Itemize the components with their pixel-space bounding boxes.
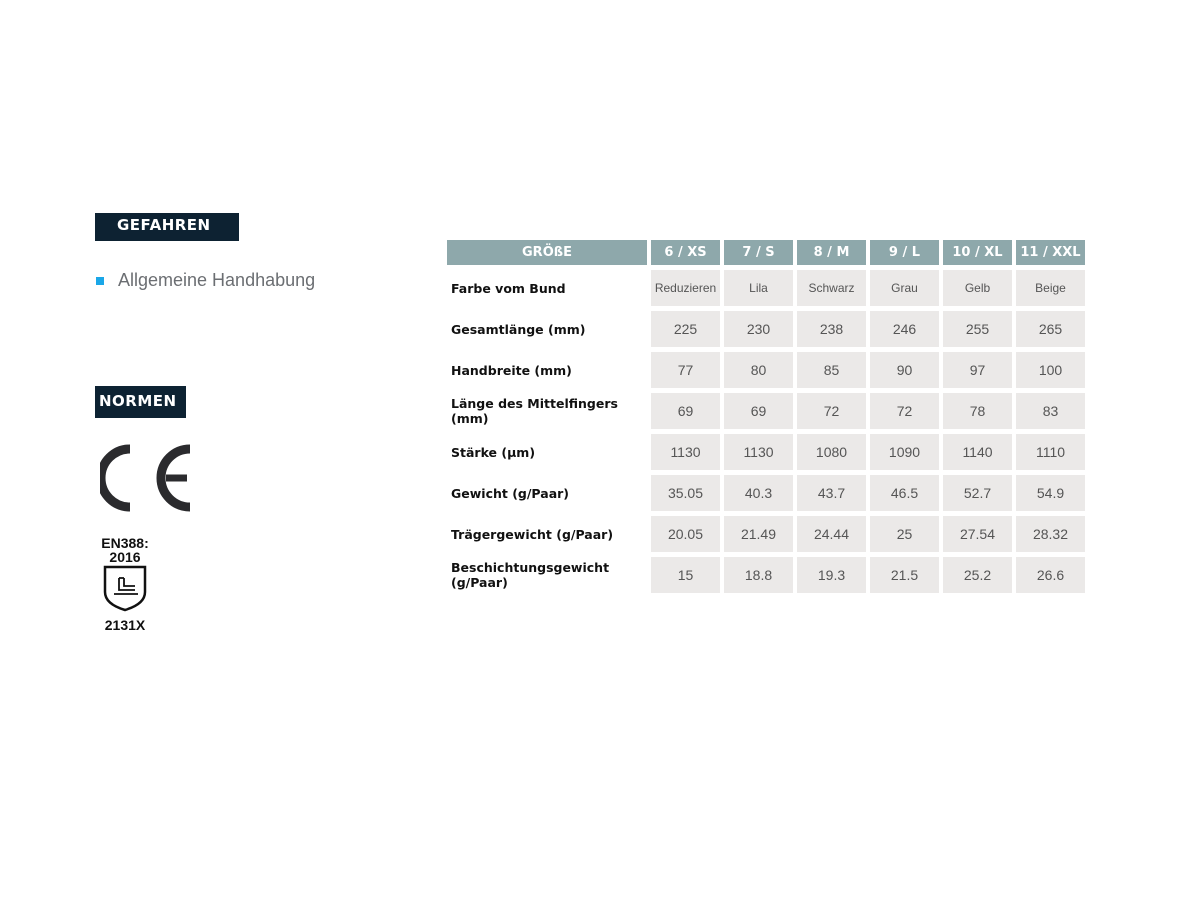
table-cell: 72 [797,393,866,429]
table-cell: 77 [651,352,720,388]
table-cell: 83 [1016,393,1085,429]
table-cell: Schwarz [797,270,866,306]
hazards-title: GEFAHREN [95,213,239,241]
row-label: Handbreite (mm) [447,352,647,388]
size-header-label: GRÖßE [447,240,647,265]
row-label: Stärke (µm) [447,434,647,470]
en388-label: EN388: [101,535,149,551]
en388-code: 2131X [104,617,146,633]
table-cell: 18.8 [724,557,793,593]
size-header: 11 / XXL [1016,240,1085,265]
bullet-icon [96,277,104,285]
standards-title: NORMEN [95,386,186,418]
table-cell: 1110 [1016,434,1085,470]
table-cell: 1090 [870,434,939,470]
table-row: Handbreite (mm) 77 80 85 90 97 100 [447,352,1085,388]
table-cell: 85 [797,352,866,388]
table-cell: 100 [1016,352,1085,388]
table-cell: Grau [870,270,939,306]
row-label: Beschichtungsgewicht (g/Paar) [447,557,647,593]
table-cell: 72 [870,393,939,429]
table-cell: Reduzieren [651,270,720,306]
hazard-item: Allgemeine Handhabung [118,270,316,290]
table-cell: 28.32 [1016,516,1085,552]
table-cell: 80 [724,352,793,388]
row-label: Trägergewicht (g/Paar) [447,516,647,552]
table-cell: 25 [870,516,939,552]
table-cell: 15 [651,557,720,593]
table-cell: 25.2 [943,557,1012,593]
size-header: 9 / L [870,240,939,265]
table-cell: 26.6 [1016,557,1085,593]
table-row: Beschichtungsgewicht (g/Paar) 15 18.8 19.3 2… [447,557,1085,593]
table-cell: Lila [724,270,793,306]
table-cell: 43.7 [797,475,866,511]
table-row: Gewicht (g/Paar) 35.05 40.3 43.7 46.5 52.7 54.… [447,475,1085,511]
row-label: Farbe vom Bund [447,270,647,306]
size-header: 8 / M [797,240,866,265]
table-cell: 27.54 [943,516,1012,552]
table-cell: 1140 [943,434,1012,470]
table-cell: 225 [651,311,720,347]
table-cell: Beige [1016,270,1085,306]
table-cell: 246 [870,311,939,347]
table-cell: 1080 [797,434,866,470]
table-cell: 1130 [651,434,720,470]
en388-year: 2016 [109,549,141,565]
table-cell: 265 [1016,311,1085,347]
shield-glove-icon [103,565,147,612]
table-row: Trägergewicht (g/Paar) 20.05 21.49 24.44 25 2… [447,516,1085,552]
table-cell: 46.5 [870,475,939,511]
table-cell: 19.3 [797,557,866,593]
size-header: 6 / XS [651,240,720,265]
size-header: 7 / S [724,240,793,265]
table-cell: 54.9 [1016,475,1085,511]
row-label: Gesamtlänge (mm) [447,311,647,347]
table-cell: 78 [943,393,1012,429]
table-row: Farbe vom Bund Reduzieren Lila Schwarz Grau G… [447,270,1085,306]
size-header: 10 / XL [943,240,1012,265]
table-cell: 69 [651,393,720,429]
table-cell: 35.05 [651,475,720,511]
table-cell: 21.5 [870,557,939,593]
table-cell: 90 [870,352,939,388]
table-cell: 69 [724,393,793,429]
table-cell: 20.05 [651,516,720,552]
ce-mark-icon [100,444,191,512]
table-row: Gesamtlänge (mm) 225 230 238 246 255 265 [447,311,1085,347]
table-cell: 40.3 [724,475,793,511]
table-cell: 255 [943,311,1012,347]
row-label: Gewicht (g/Paar) [447,475,647,511]
table-row: Stärke (µm) 1130 1130 1080 1090 1140 1110 [447,434,1085,470]
table-cell: 1130 [724,434,793,470]
en388-badge: EN388: 2016 2131X [96,536,154,632]
table-cell: 24.44 [797,516,866,552]
row-label: Länge des Mittelfingers (mm) [447,393,647,429]
table-cell: Gelb [943,270,1012,306]
table-row: Länge des Mittelfingers (mm) 69 69 72 72 78 83 [447,393,1085,429]
table-cell: 97 [943,352,1012,388]
table-cell: 230 [724,311,793,347]
table-cell: 52.7 [943,475,1012,511]
table-cell: 21.49 [724,516,793,552]
table-cell: 238 [797,311,866,347]
